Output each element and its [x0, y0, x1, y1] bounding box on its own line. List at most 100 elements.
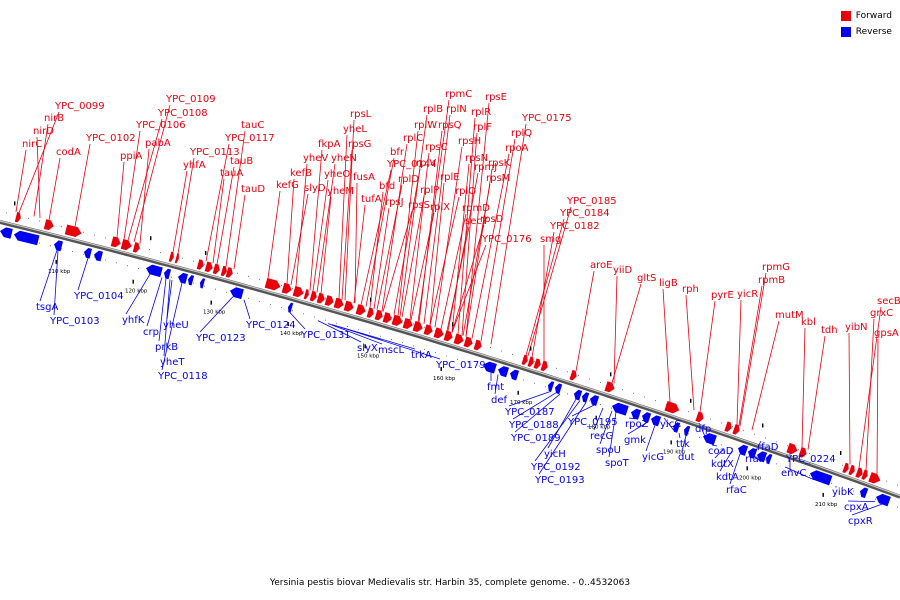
leader-line [158, 278, 167, 342]
rail-dot [50, 245, 51, 247]
reverse-gene-label: yicG [642, 452, 664, 463]
forward-gene-label: kefB [290, 168, 312, 179]
rail-dot [765, 437, 766, 439]
rail-dot [424, 326, 425, 328]
reverse-gene-label: crp [143, 327, 159, 338]
forward-gene-arrow [14, 212, 21, 223]
forward-gene-label: tdh [821, 325, 838, 336]
leader-line [409, 152, 430, 320]
forward-gene-arrow [604, 381, 615, 393]
scale-tick [610, 372, 612, 377]
forward-gene-label: YPC_0117 [224, 133, 275, 144]
forward-gene-arrow [724, 421, 732, 432]
rail-dot [622, 389, 623, 391]
reverse-gene-label: ttk [676, 439, 690, 450]
forward-gene-label: rpoA [505, 143, 529, 154]
reverse-gene-label: YPC_0179 [435, 360, 486, 371]
rail-dot [754, 433, 755, 435]
leader-line [77, 257, 89, 291]
rail-dot [776, 463, 777, 465]
scale-tick [150, 236, 152, 241]
forward-gene-label: rplD [398, 174, 419, 185]
leader-line [15, 149, 27, 212]
rail-dot [633, 392, 634, 394]
forward-gene-label: secY [465, 216, 489, 227]
forward-gene-arrow [540, 360, 548, 372]
leader-line [847, 500, 876, 502]
reverse-gene-arrow [230, 287, 244, 300]
leader-line [784, 466, 815, 481]
leader-line [512, 392, 557, 420]
forward-gene-label: rpsH [458, 136, 481, 147]
rail-dot [842, 486, 843, 488]
reverse-gene-arrow [757, 451, 768, 463]
leader-line [876, 338, 879, 475]
forward-gene-label: rpsQ [438, 120, 462, 131]
forward-gene-label: yheL [343, 124, 367, 135]
rail-dot [424, 348, 425, 350]
forward-gene-label: tauA [220, 168, 243, 179]
forward-gene-label: slyD [304, 183, 326, 194]
forward-gene-label: yheM [327, 186, 354, 197]
scale-tick [452, 322, 454, 327]
scale-tick-label: 120 kbp [125, 289, 148, 295]
forward-gene-arrow [333, 297, 344, 309]
rail-dot [72, 251, 73, 252]
rail-dot [61, 226, 62, 228]
forward-gene-label: YPC_0185 [566, 196, 617, 207]
leader-line [365, 157, 395, 307]
forward-gene-label: YPC_0106 [135, 120, 186, 131]
rail-dot [787, 467, 788, 469]
leader-line [571, 404, 595, 417]
reverse-gene-label: yicC [660, 419, 681, 430]
rail-dot [259, 300, 260, 302]
rail-dot [116, 262, 117, 264]
forward-gene-label: rpsG [348, 139, 371, 150]
forward-gene-arrow [110, 236, 121, 248]
rail-dot [457, 358, 458, 360]
leader-line [360, 169, 392, 306]
leader-line [729, 453, 741, 485]
reverse-gene-label: slyX [357, 343, 378, 354]
forward-gene-label: rpmB [758, 275, 785, 286]
leader-line [320, 196, 332, 294]
genome-backbone [0, 220, 900, 499]
forward-gene-arrow [132, 242, 140, 253]
scale-tick-label: 170 kbp [510, 400, 533, 406]
leader-line [74, 143, 91, 227]
reverse-gene-arrow [703, 433, 717, 446]
leader-line [514, 393, 561, 433]
leader-line [434, 146, 463, 328]
leader-line [736, 299, 742, 425]
reverse-gene-arrow [84, 247, 93, 259]
forward-gene-label: grxC [870, 308, 893, 319]
leader-line [177, 157, 195, 254]
reverse-swatch [840, 27, 851, 37]
forward-gene-label: bfd [379, 181, 395, 192]
rail-dot [809, 474, 810, 476]
rail-dot [83, 231, 84, 233]
rail-dot [303, 291, 304, 293]
leader-line [613, 275, 618, 384]
scale-tick-label: 110 kbp [48, 269, 71, 275]
rail-dot [776, 441, 777, 443]
leader-line [327, 323, 383, 345]
rail-dot [798, 449, 799, 451]
forward-gene-label: rplF [473, 122, 492, 133]
rail-dot [94, 234, 95, 236]
leader-line [611, 283, 642, 384]
reverse-gene-label: YPC_0118 [157, 371, 208, 382]
rail-dot [336, 322, 337, 324]
leader-line [166, 280, 173, 320]
forward-gene-label: rplN [446, 104, 467, 115]
reverse-gene-arrow [94, 250, 103, 262]
leader-line [525, 218, 565, 356]
reverse-gene-label: spoT [605, 458, 630, 469]
scale-tick [210, 300, 212, 305]
forward-gene-arrow [443, 330, 453, 342]
forward-gene-label: rpsC [425, 142, 448, 153]
rail-dot [149, 249, 150, 250]
forward-gene-arrow [473, 339, 482, 351]
rail-dot [721, 444, 722, 446]
leader-line [295, 163, 308, 287]
